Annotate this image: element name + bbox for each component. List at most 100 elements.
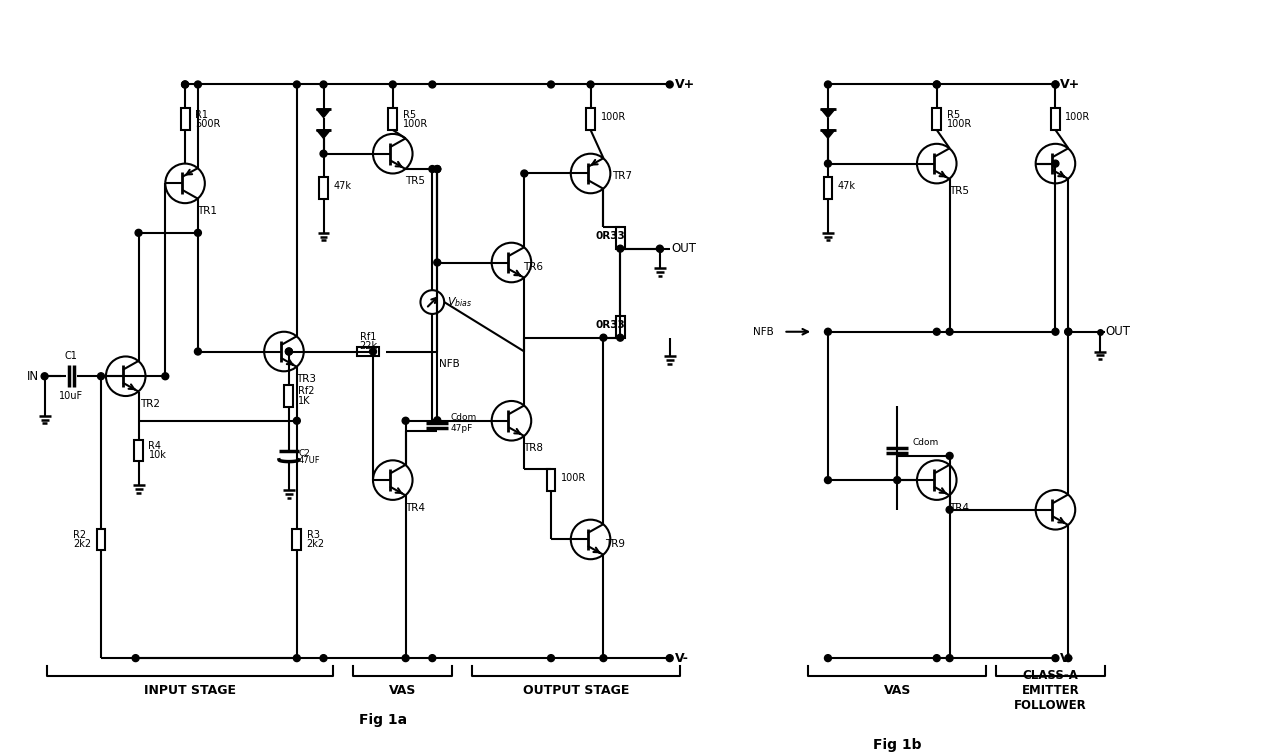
- Text: Fig 1a: Fig 1a: [359, 713, 406, 728]
- Circle shape: [403, 654, 409, 661]
- Circle shape: [946, 654, 953, 661]
- Circle shape: [934, 81, 940, 88]
- Text: 0R33: 0R33: [595, 231, 625, 241]
- Bar: [616, 316, 625, 338]
- Circle shape: [135, 229, 141, 236]
- Circle shape: [194, 229, 202, 236]
- Text: TR7: TR7: [612, 171, 633, 182]
- Text: TR6: TR6: [523, 262, 543, 272]
- Text: 100R: 100R: [403, 119, 428, 129]
- Circle shape: [105, 357, 145, 396]
- Circle shape: [1052, 160, 1058, 167]
- Circle shape: [824, 328, 832, 336]
- Circle shape: [373, 134, 413, 173]
- Circle shape: [98, 372, 104, 380]
- Circle shape: [421, 290, 444, 314]
- Circle shape: [934, 81, 940, 88]
- Bar: [358, 347, 379, 356]
- Text: 47k: 47k: [333, 182, 351, 192]
- Circle shape: [617, 334, 624, 341]
- Polygon shape: [316, 130, 331, 139]
- Text: TR9: TR9: [606, 539, 625, 550]
- Circle shape: [824, 160, 832, 167]
- Circle shape: [320, 81, 327, 88]
- Circle shape: [433, 417, 441, 424]
- Circle shape: [491, 243, 531, 282]
- Circle shape: [373, 461, 413, 500]
- Text: Rf1: Rf1: [360, 332, 377, 342]
- Text: 100R: 100R: [1065, 112, 1091, 122]
- Text: CLASS-A
EMITTER
FOLLOWER: CLASS-A EMITTER FOLLOWER: [1015, 670, 1087, 713]
- Circle shape: [264, 332, 303, 371]
- Circle shape: [917, 461, 957, 500]
- Text: TR5: TR5: [949, 186, 968, 196]
- Text: 47k: 47k: [838, 182, 856, 192]
- Text: 2k2: 2k2: [307, 539, 325, 550]
- Circle shape: [656, 245, 664, 252]
- Circle shape: [1065, 328, 1071, 336]
- Circle shape: [194, 81, 202, 88]
- Polygon shape: [316, 109, 331, 118]
- Text: TR2: TR2: [140, 399, 161, 409]
- Text: R2: R2: [73, 529, 86, 540]
- Bar: [586, 109, 595, 130]
- Text: 100R: 100R: [946, 119, 972, 129]
- Bar: [292, 529, 301, 550]
- Circle shape: [320, 150, 327, 157]
- Circle shape: [1052, 81, 1058, 88]
- Text: R1: R1: [195, 110, 208, 120]
- Bar: [388, 109, 397, 130]
- Text: NFB: NFB: [752, 326, 774, 337]
- Text: VAS: VAS: [883, 685, 910, 697]
- Circle shape: [293, 81, 301, 88]
- Circle shape: [571, 154, 611, 193]
- Text: TR1: TR1: [197, 206, 217, 216]
- Circle shape: [824, 81, 832, 88]
- Bar: [284, 385, 293, 407]
- Circle shape: [946, 452, 953, 459]
- Circle shape: [293, 417, 301, 425]
- Circle shape: [428, 166, 436, 173]
- Circle shape: [824, 477, 832, 483]
- Bar: [1051, 109, 1060, 130]
- Circle shape: [548, 654, 554, 661]
- Circle shape: [601, 334, 607, 341]
- Text: INPUT STAGE: INPUT STAGE: [144, 685, 237, 697]
- Text: Cdom: Cdom: [912, 438, 939, 447]
- Text: TR4: TR4: [405, 503, 424, 513]
- Bar: [134, 440, 143, 461]
- Polygon shape: [820, 130, 835, 139]
- Text: $V_{bias}$: $V_{bias}$: [448, 295, 472, 309]
- Text: OUTPUT STAGE: OUTPUT STAGE: [522, 685, 629, 697]
- Circle shape: [369, 348, 377, 355]
- Circle shape: [617, 245, 624, 252]
- Circle shape: [428, 81, 436, 88]
- Circle shape: [433, 259, 441, 266]
- Circle shape: [571, 520, 611, 559]
- Circle shape: [601, 654, 607, 661]
- Circle shape: [946, 328, 953, 336]
- Circle shape: [181, 81, 189, 88]
- Circle shape: [132, 654, 139, 661]
- Circle shape: [41, 372, 48, 380]
- Circle shape: [1052, 328, 1058, 336]
- Circle shape: [403, 417, 409, 425]
- Circle shape: [917, 144, 957, 183]
- Text: Cdom: Cdom: [450, 413, 476, 422]
- Circle shape: [433, 166, 441, 173]
- Circle shape: [1052, 654, 1058, 661]
- Bar: [319, 177, 328, 199]
- Circle shape: [1035, 490, 1075, 529]
- Circle shape: [491, 401, 531, 440]
- Text: C2: C2: [298, 449, 311, 458]
- Text: V-: V-: [1061, 651, 1074, 664]
- Bar: [96, 529, 105, 550]
- Circle shape: [390, 81, 396, 88]
- Text: 47pF: 47pF: [450, 425, 472, 433]
- Text: TR8: TR8: [523, 443, 543, 453]
- Bar: [180, 109, 189, 130]
- Circle shape: [824, 654, 832, 661]
- Text: R3: R3: [307, 531, 320, 541]
- Text: R4: R4: [148, 442, 162, 452]
- Circle shape: [1052, 81, 1058, 88]
